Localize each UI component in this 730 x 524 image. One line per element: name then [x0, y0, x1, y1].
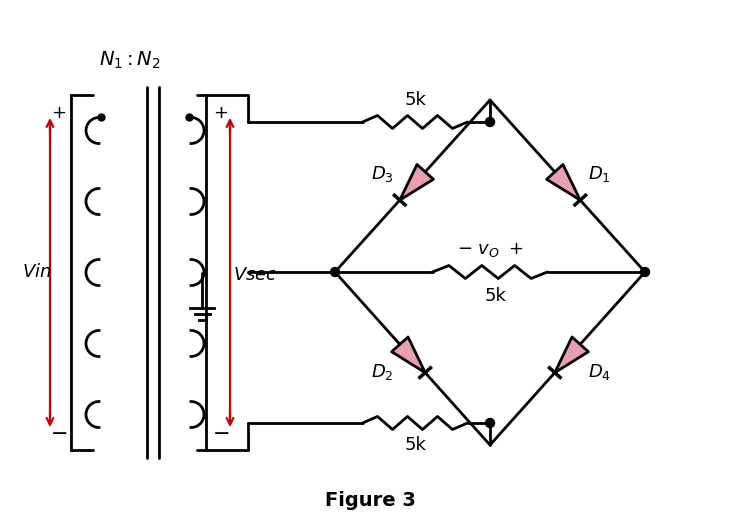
Text: $Vsec$: $Vsec$ [233, 266, 277, 284]
Text: $D_1$: $D_1$ [588, 164, 611, 184]
Text: $N_1 : N_2$: $N_1 : N_2$ [99, 49, 161, 71]
Text: $D_3$: $D_3$ [371, 164, 394, 184]
Circle shape [485, 419, 494, 428]
Polygon shape [391, 337, 425, 373]
Text: 5k: 5k [484, 287, 506, 305]
Text: 5k: 5k [404, 91, 426, 109]
Text: +: + [213, 104, 228, 122]
Text: $-$: $-$ [50, 422, 68, 442]
Text: $Vin$: $Vin$ [22, 263, 52, 281]
Circle shape [485, 117, 494, 126]
Text: Figure 3: Figure 3 [325, 490, 415, 509]
Text: 5k: 5k [404, 436, 426, 454]
Text: $-\ v_O\ +$: $-\ v_O\ +$ [457, 241, 523, 259]
Text: $D_2$: $D_2$ [371, 363, 393, 383]
Polygon shape [400, 165, 434, 200]
Polygon shape [547, 165, 580, 200]
Circle shape [331, 267, 339, 277]
Polygon shape [555, 337, 588, 373]
Text: $-$: $-$ [212, 422, 230, 442]
Circle shape [640, 267, 650, 277]
Text: +: + [52, 104, 66, 122]
Text: $D_4$: $D_4$ [588, 363, 611, 383]
